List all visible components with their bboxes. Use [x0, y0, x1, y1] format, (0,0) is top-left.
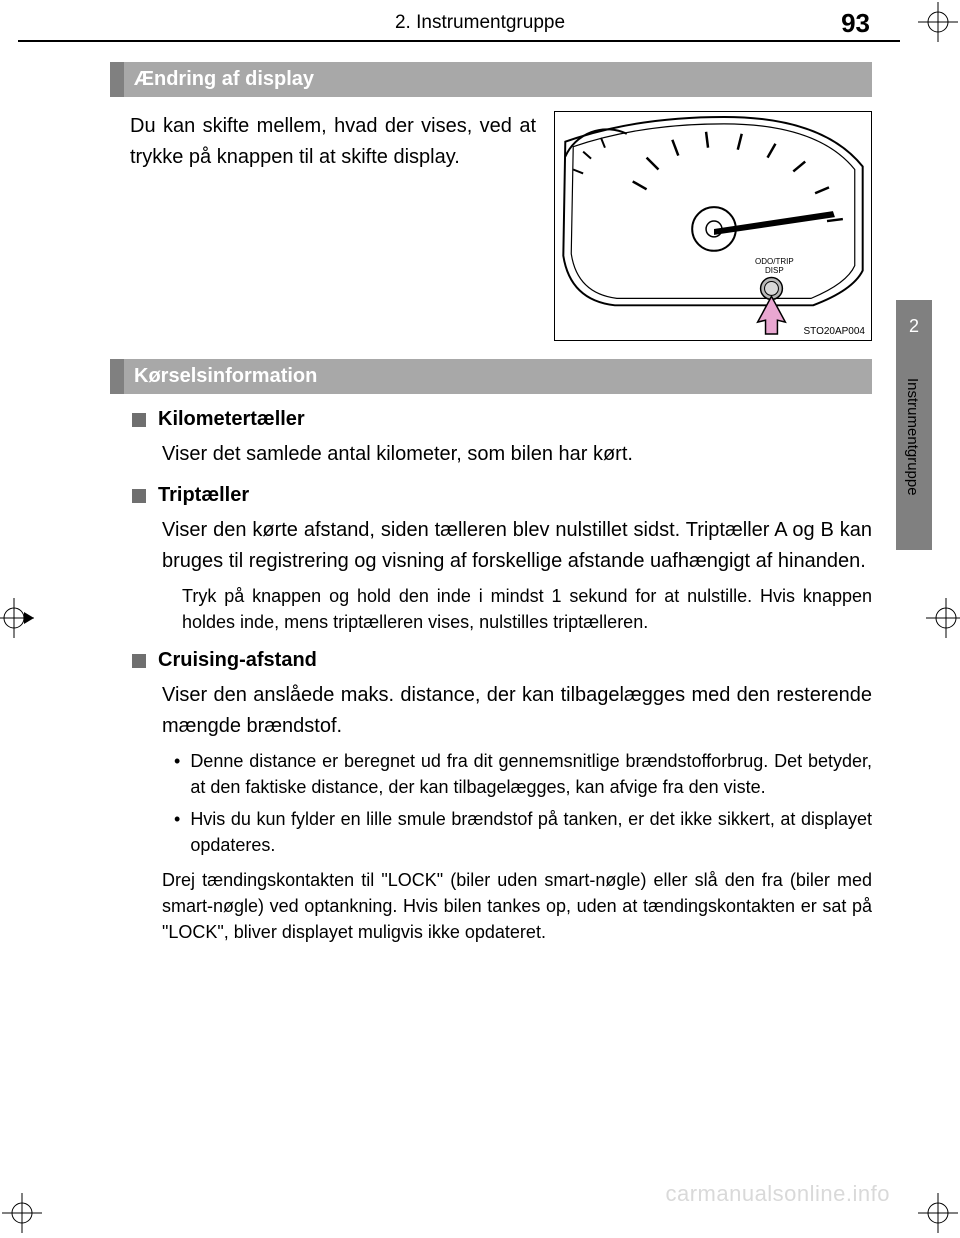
- info-item-cruising: Cruising-afstand: [110, 649, 872, 672]
- odo-trip-label: ODO/TRIP DISP: [755, 258, 794, 276]
- chapter-side-tab: 2 Instrumentgruppe: [896, 300, 932, 550]
- item-body: Viser det samlede antal kilometer, som b…: [110, 439, 872, 470]
- main-content: Ændring af display Du kan skifte mellem,…: [0, 42, 960, 945]
- section-heading-display-change: Ændring af display: [110, 62, 872, 97]
- square-bullet-icon: [132, 654, 146, 668]
- item-title: Kilometertæller: [158, 408, 305, 431]
- figure-caption: STO20AP004: [803, 326, 865, 337]
- bullet-dot-icon: •: [174, 806, 180, 858]
- square-bullet-icon: [132, 489, 146, 503]
- bullet-item: • Hvis du kun fylder en lille smule bræn…: [174, 806, 872, 858]
- dashboard-figure: ODO/TRIP DISP STO20AP004: [554, 111, 872, 341]
- info-item-odometer: Kilometertæller: [110, 408, 872, 431]
- crop-mark-right: [926, 598, 960, 638]
- crop-mark-bottom-left: [2, 1193, 42, 1233]
- side-tab-label: Instrumentgruppe: [904, 378, 921, 496]
- header-breadcrumb: 2. Instrumentgruppe: [60, 12, 900, 34]
- intro-paragraph: Du kan skifte mellem, hvad der vises, ve…: [110, 111, 536, 341]
- page-header: 2. Instrumentgruppe 93: [0, 12, 960, 40]
- item-subtext: Tryk på knappen og hold den inde i minds…: [110, 583, 872, 635]
- item-title: Triptæller: [158, 484, 249, 507]
- item-title: Cruising-afstand: [158, 649, 317, 672]
- bullet-dot-icon: •: [174, 748, 180, 800]
- item-body: Viser den anslåede maks. distance, der k…: [110, 680, 872, 742]
- crop-mark-left: [0, 598, 34, 638]
- square-bullet-icon: [132, 413, 146, 427]
- page-number: 93: [841, 8, 870, 39]
- item-final-note: Drej tændingskontakten til "LOCK" (biler…: [110, 867, 872, 945]
- item-body: Viser den kørte afstand, siden tælleren …: [110, 515, 872, 577]
- bullet-item: • Denne distance er beregnet ud fra dit …: [174, 748, 872, 800]
- bullet-list: • Denne distance er beregnet ud fra dit …: [110, 748, 872, 858]
- side-tab-number: 2: [896, 316, 932, 337]
- info-item-trip: Triptæller: [110, 484, 872, 507]
- section-heading-driving-info: Kørselsinformation: [110, 359, 872, 394]
- crop-mark-bottom-right: [918, 1193, 958, 1233]
- watermark-text: carmanualsonline.info: [665, 1181, 890, 1207]
